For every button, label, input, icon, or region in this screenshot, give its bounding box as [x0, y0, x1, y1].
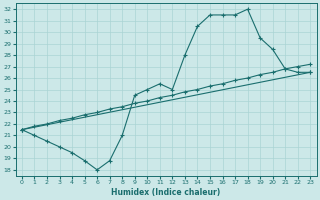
X-axis label: Humidex (Indice chaleur): Humidex (Indice chaleur)	[111, 188, 221, 197]
